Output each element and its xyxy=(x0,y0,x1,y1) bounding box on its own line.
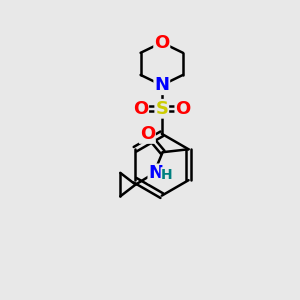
Text: N: N xyxy=(148,164,164,182)
Text: O: O xyxy=(133,100,148,118)
Text: O: O xyxy=(176,100,190,118)
Text: H: H xyxy=(161,168,173,182)
Text: O: O xyxy=(154,34,170,52)
Text: N: N xyxy=(154,76,169,94)
Text: O: O xyxy=(140,125,155,143)
Text: S: S xyxy=(155,100,168,118)
